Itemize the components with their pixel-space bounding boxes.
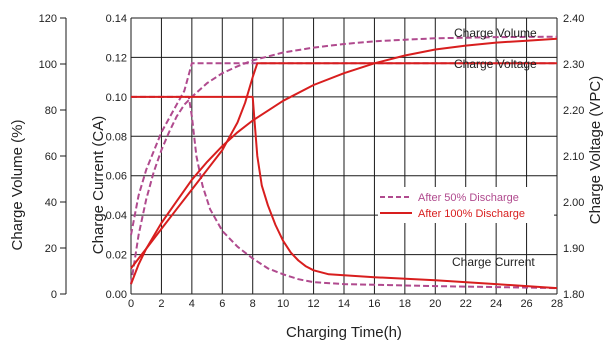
charge-voltage-tick-label: 1.80 [563,289,584,301]
charge-current-tick-label: 0.08 [106,131,127,143]
charge-current-tick-label: 0.14 [106,13,127,25]
axes: 0 2 4 6 8 10 12 14 16 18 20 22 24 26 280.000.020.040.0… [39,13,585,310]
charge-volume-tick-label: 120 [39,13,57,25]
legend-label-after-100-percent: After 100% Discharge [418,208,525,220]
charge-volume-tick-label: 100 [39,59,57,71]
charge-current-tick-label: 0.04 [106,210,127,222]
x-tick-label: 8 [250,298,256,310]
series-after-50-discharge-charge-volume [130,35,558,285]
x-tick-label: 6 [219,298,225,310]
charge-voltage-tick-label: 2.10 [563,151,584,163]
x-tick-label: 16 [368,298,380,310]
x-tick-label: 12 [307,298,319,310]
annotation-charge-current: Charge Current [452,255,535,269]
series-after-100-discharge-charge-voltage [130,62,557,270]
series-after-50-discharge-charge-current [131,95,558,290]
charge-voltage-tick-label: 2.00 [563,197,584,209]
x-tick-label: 24 [490,298,502,310]
charge-current-tick-label: 0.06 [106,171,127,183]
charge-volume-tick-label: 40 [45,197,57,209]
x-axis-title: Charging Time(h) [286,324,402,341]
x-tick-label: 0 [128,298,134,310]
charge-voltage-tick-label: 2.20 [563,105,584,117]
annotation-charge-voltage: Charge Voltage [454,57,537,71]
charge-current-tick-label: 0.00 [106,289,127,301]
legend-background [378,187,554,223]
charge-volume-tick-label: 80 [45,105,57,117]
charge-voltage-tick-label: 2.40 [563,13,584,25]
charge-current-tick-label: 0.10 [106,92,127,104]
charge-volume-tick-label: 0 [51,289,57,301]
x-tick-label: 2 [158,298,164,310]
charge-current-tick-label: 0.12 [106,52,127,64]
y-axis-title-charge-volume: Charge Volume (%) [9,120,26,251]
series-after-100-discharge-charge-volume [130,37,558,285]
series-after-50-discharge-charge-voltage [130,62,557,236]
charge-voltage-tick-label: 2.30 [563,59,584,71]
y-axis-title-charge-current: Charge Current (CA) [90,116,107,254]
y-axis-title-charge-voltage: Charge Voltage (VPC) [587,76,604,224]
x-tick-label: 18 [399,298,411,310]
legend-label-after-50-percent: After 50% Discharge [418,192,519,204]
annotation-charge-volume: Charge Volume [454,26,537,40]
x-tick-label: 28 [551,298,563,310]
charge-voltage-tick-label: 1.90 [563,243,584,255]
x-tick-label: 22 [460,298,472,310]
x-tick-label: 14 [338,298,350,310]
charge-volume-tick-label: 20 [45,243,57,255]
charge-current-tick-label: 0.02 [106,250,127,262]
x-tick-label: 20 [429,298,441,310]
x-tick-label: 10 [277,298,289,310]
x-tick-label: 26 [520,298,532,310]
series-lines [130,35,558,290]
series-after-100-discharge-charge-current [131,95,558,290]
legend: After 50% Discharge After 100% Discharge [378,187,554,223]
charge-volume-tick-label: 60 [45,151,57,163]
x-tick-label: 4 [189,298,195,310]
